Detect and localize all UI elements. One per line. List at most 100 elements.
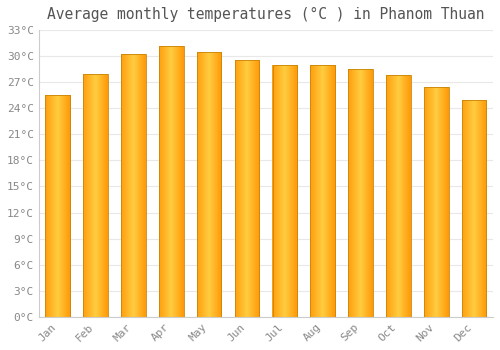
Bar [50,95,51,317]
Bar [67,95,68,317]
Bar [322,65,324,317]
Bar [107,74,108,317]
Bar [234,61,260,317]
Bar [102,74,103,317]
Bar [432,86,433,317]
Bar [429,86,430,317]
Bar [284,65,285,317]
Bar [53,95,54,317]
Bar [143,54,144,317]
Bar [167,46,168,317]
Bar [174,46,175,317]
Bar [243,61,244,317]
Bar [96,74,97,317]
Bar [104,74,105,317]
Bar [48,95,49,317]
Bar [408,75,410,317]
Bar [144,54,146,317]
Bar [174,46,175,317]
Bar [463,100,464,317]
Bar [447,86,448,317]
Bar [219,52,220,317]
Bar [371,69,372,317]
Bar [218,52,219,317]
Bar [397,75,398,317]
Bar [322,65,323,317]
Bar [178,46,179,317]
Bar [437,86,438,317]
Bar [213,52,214,317]
Bar [480,100,481,317]
Bar [90,74,92,317]
Bar [354,69,356,317]
Bar [244,61,245,317]
Bar [179,46,180,317]
Bar [176,46,177,317]
Bar [480,100,482,317]
Bar [50,95,51,317]
Bar [322,65,323,317]
Bar [97,74,98,317]
Bar [330,65,331,317]
Bar [394,75,395,317]
Bar [476,100,477,317]
Bar [360,69,362,317]
Bar [203,52,204,317]
Bar [425,86,426,317]
Bar [285,65,286,317]
Bar [364,69,366,317]
Bar [247,61,248,317]
Bar [183,46,184,317]
Bar [462,100,463,317]
Bar [463,100,464,317]
Bar [404,75,405,317]
Bar [121,54,146,317]
Bar [126,54,127,317]
Bar [64,95,66,317]
Bar [317,65,318,317]
Bar [313,65,314,317]
Bar [169,46,170,317]
Bar [410,75,412,317]
Bar [91,74,92,317]
Bar [208,52,209,317]
Bar [200,52,201,317]
Bar [318,65,320,317]
Bar [48,95,50,317]
Bar [372,69,373,317]
Bar [321,65,322,317]
Bar [357,69,358,317]
Bar [370,69,371,317]
Bar [250,61,251,317]
Bar [292,65,294,317]
Bar [317,65,318,317]
Bar [443,86,444,317]
Bar [177,46,178,317]
Bar [470,100,471,317]
Bar [84,74,108,317]
Bar [249,61,250,317]
Bar [259,61,260,317]
Bar [389,75,390,317]
Bar [391,75,392,317]
Title: Average monthly temperatures (°C ) in Phanom Thuan: Average monthly temperatures (°C ) in Ph… [47,7,484,22]
Bar [439,86,440,317]
Bar [238,61,239,317]
Bar [138,54,140,317]
Bar [48,95,49,317]
Bar [132,54,133,317]
Bar [86,74,87,317]
Bar [46,95,47,317]
Bar [389,75,390,317]
Bar [387,75,388,317]
Bar [252,61,254,317]
Bar [472,100,474,317]
Bar [272,65,273,317]
Bar [482,100,483,317]
Bar [348,69,373,317]
Bar [484,100,485,317]
Bar [204,52,205,317]
Bar [278,65,279,317]
Bar [250,61,252,317]
Bar [296,65,298,317]
